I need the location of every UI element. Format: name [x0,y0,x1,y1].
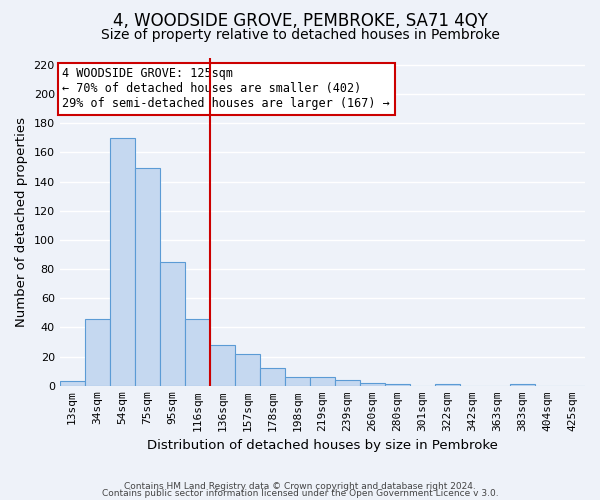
Bar [385,384,410,386]
Bar [435,384,460,386]
Bar [335,380,360,386]
Bar [210,345,235,386]
Text: Contains HM Land Registry data © Crown copyright and database right 2024.: Contains HM Land Registry data © Crown c… [124,482,476,491]
Bar [160,262,185,386]
X-axis label: Distribution of detached houses by size in Pembroke: Distribution of detached houses by size … [147,440,498,452]
Bar [85,318,110,386]
Bar [59,382,85,386]
Bar [135,168,160,386]
Bar [260,368,285,386]
Bar [510,384,535,386]
Bar [110,138,135,386]
Text: 4 WOODSIDE GROVE: 125sqm
← 70% of detached houses are smaller (402)
29% of semi-: 4 WOODSIDE GROVE: 125sqm ← 70% of detach… [62,68,390,110]
Bar [360,383,385,386]
Bar [310,377,335,386]
Bar [235,354,260,386]
Bar [285,377,310,386]
Text: Contains public sector information licensed under the Open Government Licence v : Contains public sector information licen… [101,490,499,498]
Bar [185,318,210,386]
Text: Size of property relative to detached houses in Pembroke: Size of property relative to detached ho… [101,28,499,42]
Y-axis label: Number of detached properties: Number of detached properties [15,116,28,326]
Text: 4, WOODSIDE GROVE, PEMBROKE, SA71 4QY: 4, WOODSIDE GROVE, PEMBROKE, SA71 4QY [113,12,487,30]
